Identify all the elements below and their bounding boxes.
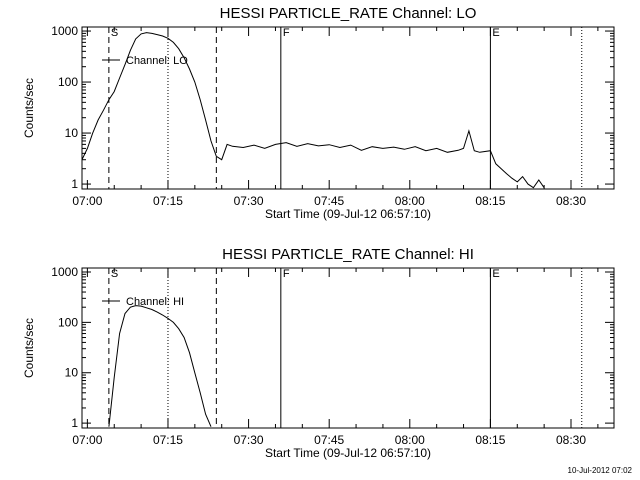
- y-axis-label: Counts/sec: [22, 78, 36, 138]
- chart-title: HESSI PARTICLE_RATE Channel: HI: [222, 246, 474, 263]
- event-marker-label: E: [492, 268, 499, 280]
- hi-channel-panel: HESSI PARTICLE_RATE Channel: HI Counts/se…: [22, 246, 615, 460]
- x-tick-label: 07:30: [234, 433, 264, 447]
- y-tick-label: 10: [65, 126, 79, 140]
- x-tick-label: 08:00: [395, 433, 425, 447]
- y-tick-label: 1: [71, 416, 78, 430]
- x-tick-label: 08:15: [475, 433, 505, 447]
- x-axis-label: Start Time (09-Jul-12 06:57:10): [265, 207, 431, 221]
- data-series-line: [82, 32, 545, 189]
- y-tick-label: 1000: [51, 24, 78, 38]
- x-tick-label: 07:45: [314, 433, 344, 447]
- plot-frame: [81, 267, 615, 429]
- plot-frame: [81, 26, 615, 190]
- y-axis-label: Counts/sec: [22, 318, 36, 378]
- x-tick-label: 08:30: [556, 433, 586, 447]
- y-tick-label: 1: [71, 177, 78, 191]
- x-tick-label: 08:15: [475, 194, 505, 208]
- x-tick-label: 07:15: [153, 433, 183, 447]
- event-marker-label: S: [111, 27, 118, 39]
- y-tick-label: 1000: [51, 265, 78, 279]
- x-axis-label: Start Time (09-Jul-12 06:57:10): [265, 446, 431, 460]
- y-tick-label: 10: [65, 366, 79, 380]
- event-marker-label: F: [283, 27, 290, 39]
- x-tick-label: 07:15: [153, 194, 183, 208]
- y-tick-label: 100: [58, 75, 78, 89]
- event-marker-label: F: [283, 268, 290, 280]
- x-tick-label: 07:00: [72, 194, 102, 208]
- x-tick-label: 08:00: [395, 194, 425, 208]
- x-tick-label: 07:00: [72, 433, 102, 447]
- timestamp-label: 10-Jul-2012 07:02: [568, 466, 633, 475]
- lo-channel-panel: HESSI PARTICLE_RATE Channel: LO Counts/se…: [22, 5, 615, 221]
- x-tick-label: 07:30: [234, 194, 264, 208]
- y-tick-label: 100: [58, 315, 78, 329]
- legend-label: Channel: LO: [126, 55, 188, 67]
- legend-label: Channel: HI: [126, 296, 184, 308]
- data-series-line: [108, 305, 212, 427]
- x-tick-label: 07:45: [314, 194, 344, 208]
- chart-title: HESSI PARTICLE_RATE Channel: LO: [220, 5, 477, 22]
- x-tick-label: 08:30: [556, 194, 586, 208]
- event-marker-label: S: [111, 268, 118, 280]
- event-marker-label: E: [492, 27, 499, 39]
